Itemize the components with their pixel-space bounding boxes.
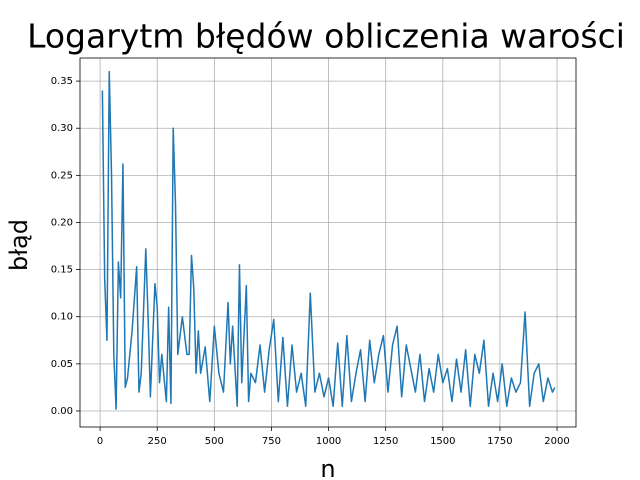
y-tick-label: 0.20 [51,217,73,228]
y-tick-label: 0.00 [51,406,73,417]
y-tick-label: 0.35 [51,76,73,87]
x-tick-label: 250 [148,436,167,447]
data-line [101,70,556,410]
plot-frame [79,57,577,428]
y-tick-label: 0.30 [51,123,73,134]
x-tick-label: 1250 [373,436,398,447]
x-tick-label: 1000 [316,436,341,447]
x-tick-label: 750 [262,436,281,447]
y-tick-label: 0.15 [51,265,73,276]
y-tick-label: 0.25 [51,170,73,181]
x-axis-label: n [320,455,335,480]
y-tick-label: 0.05 [51,359,73,370]
y-axis-label: błąd [5,219,33,271]
x-tick-label: 1750 [487,436,512,447]
x-tick-label: 0 [97,436,103,447]
x-tick-label: 500 [205,436,224,447]
x-tick-label: 2000 [544,436,569,447]
x-tick-label: 1500 [430,436,455,447]
chart-title: Logarytm błędów obliczenia warości [27,17,625,56]
y-tick-label: 0.10 [51,312,73,323]
